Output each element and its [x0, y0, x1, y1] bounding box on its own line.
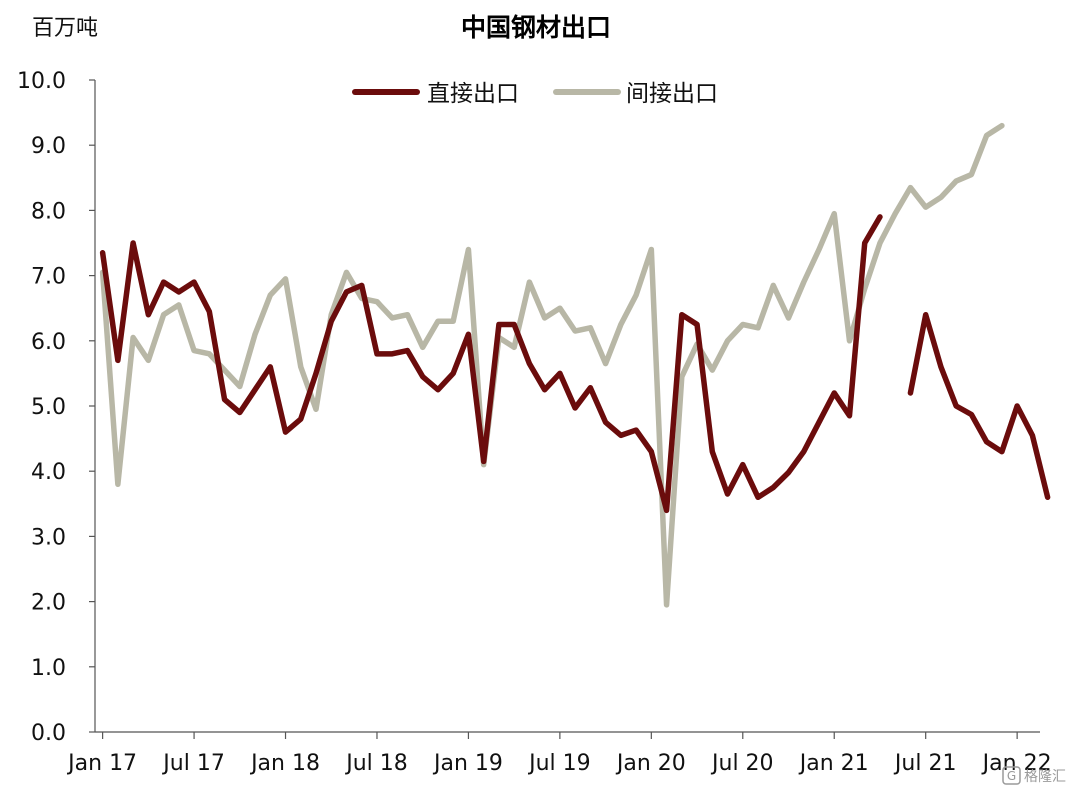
x-tick-label: Jan 20: [615, 751, 686, 776]
y-axis-unit-label: 百万吨: [32, 16, 98, 41]
y-tick-label: 9.0: [31, 134, 66, 159]
legend: 直接出口 间接出口: [352, 81, 718, 107]
x-tick-label: Jan 17: [66, 751, 137, 776]
x-tick-label: Jan 21: [798, 751, 869, 776]
chart-title: 中国钢材出口: [461, 13, 611, 42]
y-tick-label: 5.0: [31, 395, 66, 420]
legend-label-indirect-export: 间接出口: [626, 81, 718, 107]
y-tick-label: 7.0: [31, 265, 66, 290]
series-line-indirect-export: [99, 122, 1005, 608]
watermark: G 格隆汇: [1002, 766, 1066, 785]
legend-label-direct-export: 直接出口: [427, 81, 519, 107]
x-tick-label: Jul 19: [527, 751, 591, 776]
x-tick-label: Jan 19: [432, 751, 503, 776]
series-line-direct-export: [99, 214, 1051, 514]
y-tick-label: 3.0: [31, 525, 66, 550]
y-tick-label: 1.0: [31, 656, 66, 681]
y-tick-label: 4.0: [31, 460, 66, 485]
y-tick-label: 0.0: [31, 721, 66, 746]
x-tick-label: Jul 20: [710, 751, 774, 776]
axes: 0.0 1.0 2.0 3.0 4.0 5.0 6.0 7.0 8.0 9.0 10.0 Jan 17…: [17, 69, 1052, 776]
y-tick-label: 10.0: [17, 69, 66, 94]
y-tick-label: 2.0: [31, 591, 66, 616]
y-tick-label: 8.0: [31, 199, 66, 224]
svg-text:G: G: [1007, 769, 1016, 783]
watermark-logo-icon: G: [1002, 766, 1021, 785]
x-tick-label: Jul 17: [161, 751, 225, 776]
watermark-text: 格隆汇: [1024, 769, 1066, 785]
x-tick-label: Jul 18: [344, 751, 408, 776]
x-tick-label: Jan 18: [249, 751, 320, 776]
y-tick-label: 6.0: [31, 330, 66, 355]
series-lines: [99, 122, 1051, 608]
x-tick-label: Jan 22: [981, 751, 1052, 776]
x-tick-label: Jul 21: [893, 751, 957, 776]
